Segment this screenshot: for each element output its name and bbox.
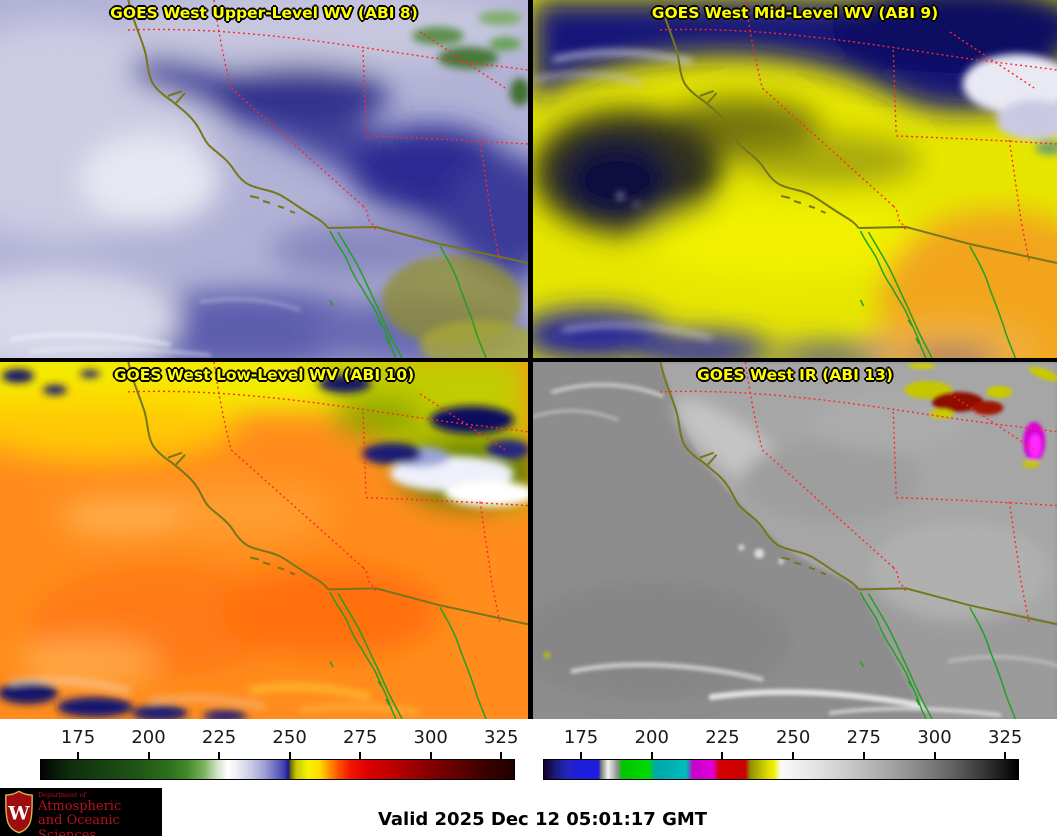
colorbar-tick-mark	[650, 752, 653, 759]
valid-timestamp: Valid 2025 Dec 12 05:01:17 GMT	[377, 809, 708, 830]
colorbar-tick-mark	[429, 752, 432, 759]
colorbar-tick-label: 225	[201, 727, 237, 748]
colorbar-tick-label: 275	[846, 727, 881, 748]
logo-dept-line: Department of	[38, 791, 87, 799]
panel-ir: GOES West IR (ABI 13)	[533, 362, 1057, 719]
colorbar-tick-mark	[147, 752, 150, 759]
uw-aos-logo: W Department of Atmospheric and Oceanic …	[0, 788, 162, 836]
wv-colorbar-tick-marks	[40, 751, 515, 759]
panel-mid-level-wv: GOES West Mid-Level WV (ABI 9)	[533, 0, 1057, 358]
colorbar-tick-label: 325	[988, 727, 1023, 748]
colorbar-tick-label: 300	[413, 727, 448, 748]
uw-crest-icon: W	[5, 790, 33, 834]
wv-colorbar-tick-labels: 175 200 225 250 275 300 325	[40, 727, 519, 751]
colorbar-tick-label: 275	[342, 727, 378, 748]
colorbar-tick-mark	[933, 752, 936, 759]
colorbar-tick-label: 225	[705, 727, 740, 748]
colorbar-tick-mark	[580, 752, 583, 759]
colorbar-tick-mark	[792, 752, 795, 759]
panel-title-low-wv: GOES West Low-Level WV (ABI 10)	[113, 366, 415, 384]
colorbar-tick-label: 175	[60, 727, 96, 748]
wv-colorbar-gradient	[40, 759, 515, 780]
colorbar-tick-mark	[218, 752, 221, 759]
colorbar-tick-mark	[359, 752, 362, 759]
colorbar-tick-label: 250	[775, 727, 811, 748]
colorbar-tick-mark	[721, 752, 724, 759]
logo-line-atmospheric: Atmospheric	[38, 799, 122, 815]
wv-colorbar: 175 200 225 250 275 300 325	[40, 727, 519, 783]
colorbar-tick-label: 200	[131, 727, 166, 748]
satellite-image-low-wv	[0, 362, 528, 719]
satellite-image-ir	[533, 362, 1057, 719]
colorbar-tick-label: 250	[272, 727, 307, 748]
panel-upper-level-wv: GOES West Upper-Level WV (ABI 8)	[0, 0, 528, 358]
colorbar-tick-label: 200	[634, 727, 669, 748]
ir-colorbar: 175 200 225 250 275 300 325	[543, 727, 1023, 783]
panel-title-upper-wv: GOES West Upper-Level WV (ABI 8)	[110, 4, 418, 22]
colorbar-tick-label: 175	[563, 727, 599, 748]
satellite-image-mid-wv	[533, 0, 1057, 358]
colorbar-tick-mark	[500, 752, 503, 759]
colorbar-tick-label: 300	[917, 727, 952, 748]
ir-colorbar-tick-labels: 175 200 225 250 275 300 325	[543, 727, 1023, 751]
colorbar-tick-mark	[862, 752, 865, 759]
uw-monogram: W	[7, 803, 30, 825]
panel-title-ir: GOES West IR (ABI 13)	[697, 366, 893, 384]
panel-low-level-wv: GOES West Low-Level WV (ABI 10)	[0, 362, 528, 719]
logo-text: Department of Atmospheric and Oceanic Sc…	[38, 791, 162, 836]
colorbar-tick-mark	[77, 752, 79, 759]
colorbar-tick-label: 325	[484, 727, 519, 748]
ir-colorbar-gradient	[543, 759, 1019, 780]
colorbar-tick-mark	[288, 752, 291, 759]
ir-colorbar-tick-marks	[543, 751, 1019, 759]
logo-line-oceanic: and Oceanic Sciences	[38, 813, 120, 836]
panel-title-mid-wv: GOES West Mid-Level WV (ABI 9)	[651, 4, 939, 22]
satellite-image-upper-wv	[0, 0, 528, 358]
quad-panel-grid: GOES West Upper-Level WV (ABI 8)	[0, 0, 1057, 719]
colorbar-tick-mark	[1004, 752, 1007, 759]
